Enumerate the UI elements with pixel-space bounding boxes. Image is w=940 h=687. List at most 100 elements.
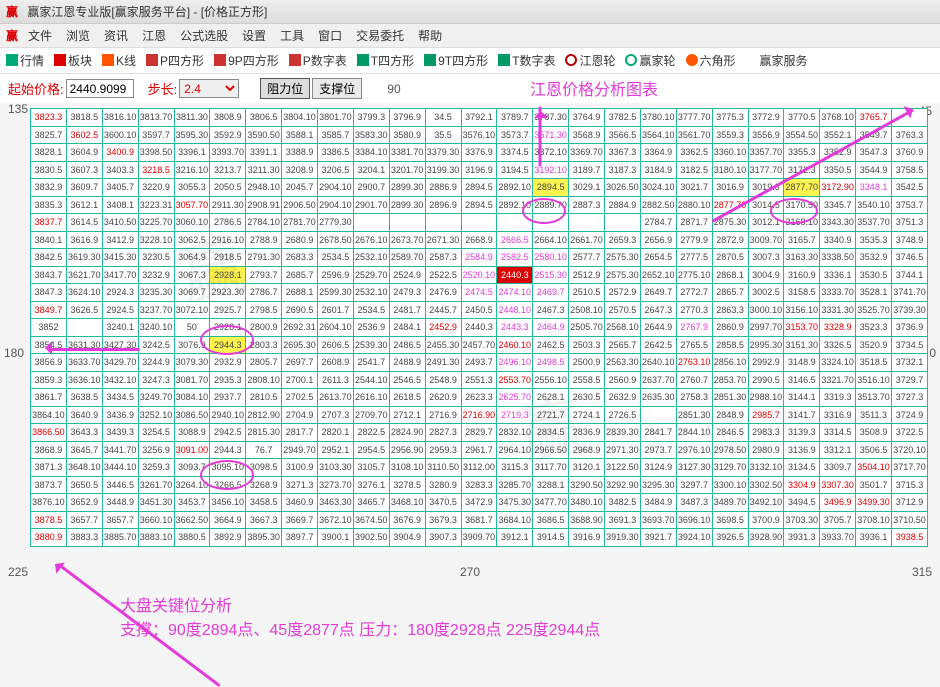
grid-cell: 2952.1 (318, 441, 354, 459)
grid-cell: 3813.70 (138, 109, 174, 127)
grid-row: 3840.13616.93412.93228.103062.52916.1027… (31, 231, 928, 249)
grid-cell: 3120.1 (569, 459, 605, 477)
menu-item-8[interactable]: 交易委托 (356, 29, 404, 43)
grid-cell: 3662.50 (174, 511, 210, 529)
grid-cell: 3753.7 (892, 196, 928, 214)
grid-cell: 3780.10 (640, 109, 676, 127)
step-select[interactable]: 2.4 (179, 79, 239, 98)
grid-cell: 3472.9 (461, 494, 497, 512)
toolbar-label: P四方形 (160, 52, 204, 69)
grid-cell: 3501.7 (856, 476, 892, 494)
grid-row: 3856.93633.703429.703244.93079.302932.92… (31, 354, 928, 372)
toolbar-item-4[interactable]: 9P四方形 (214, 52, 279, 69)
grid-cell: 3921.7 (640, 529, 676, 547)
controls-row: 起始价格: 步长: 2.4 阻力位 支撑位 90 江恩价格分析图表 (0, 74, 940, 103)
toolbar-item-12[interactable]: 赢家服务 (746, 52, 808, 69)
grid-cell: 3374.5 (497, 144, 533, 162)
resistance-button[interactable]: 阻力位 (260, 78, 310, 99)
grid-cell: 3624.10 (66, 284, 102, 302)
toolbar-item-8[interactable]: T数字表 (498, 52, 555, 69)
toolbar-item-10[interactable]: 赢家轮 (625, 52, 675, 69)
grid-cell: 3312.1 (820, 441, 856, 459)
grid-cell: 3835.3 (31, 196, 67, 214)
grid-cell (569, 214, 605, 232)
toolbar-item-1[interactable]: 板块 (54, 52, 92, 69)
grid-cell: 2508.10 (569, 301, 605, 319)
toolbar-item-6[interactable]: T四方形 (357, 52, 414, 69)
grid-cell: 3384.10 (353, 144, 389, 162)
grid-cell: 3830.5 (31, 161, 67, 179)
grid-cell: 3252.10 (138, 406, 174, 424)
grid-cell: 3321.70 (820, 371, 856, 389)
grid-cell: 3350.5 (820, 161, 856, 179)
grid-cell: 2050.5 (210, 179, 246, 197)
grid-cell: 2683.3 (282, 249, 318, 267)
menu-item-4[interactable]: 公式选股 (180, 29, 228, 43)
grid-cell: 3280.9 (425, 476, 461, 494)
grid-cell: 3729.7 (892, 371, 928, 389)
grid-cell: 3672.10 (318, 511, 354, 529)
grid-cell: 3415.30 (102, 249, 138, 267)
grid-cell: 3295.30 (640, 476, 676, 494)
grid-cell: 3590.50 (246, 126, 282, 144)
toolbar-item-2[interactable]: K线 (102, 52, 136, 69)
grid-cell: 3108.10 (389, 459, 425, 477)
grid-cell: 2892.10 (497, 196, 533, 214)
grid-cell: 2880.10 (676, 196, 712, 214)
grid-row: 3837.73614.53410.503225.703060.102786.52… (31, 214, 928, 232)
grid-cell: 3799.3 (353, 109, 389, 127)
grid-row: 3859.33636.103432.103247.33081.702935.32… (31, 371, 928, 389)
axis-315: 315 (912, 565, 932, 579)
grid-cell: 3465.7 (353, 494, 389, 512)
menu-item-3[interactable]: 江恩 (142, 29, 166, 43)
grid-cell: 2858.5 (712, 336, 748, 354)
grid-cell: 2899.30 (389, 196, 425, 214)
grid-cell: 3278.5 (389, 476, 425, 494)
grid-cell: 2515.30 (533, 266, 569, 284)
grid-cell: 2488.9 (389, 354, 425, 372)
menu-item-2[interactable]: 资讯 (104, 29, 128, 43)
toolbar-item-0[interactable]: 行情 (6, 52, 44, 69)
grid-cell: 3244.9 (138, 354, 174, 372)
grid-cell: 2481.7 (389, 301, 425, 319)
grid-cell: 2772.7 (676, 284, 712, 302)
grid-cell: 2935.3 (210, 371, 246, 389)
toolbar-item-9[interactable]: 江恩轮 (565, 52, 615, 69)
toolbar-item-7[interactable]: 9T四方形 (424, 52, 488, 69)
grid-cell: 3141.7 (784, 406, 820, 424)
grid-cell: 3789.7 (497, 109, 533, 127)
menu-item-7[interactable]: 窗口 (318, 29, 342, 43)
toolbar-item-3[interactable]: P四方形 (146, 52, 204, 69)
menu-item-5[interactable]: 设置 (242, 29, 266, 43)
grid-cell: 2822.5 (353, 424, 389, 442)
menu-item-6[interactable]: 工具 (280, 29, 304, 43)
menu-item-1[interactable]: 浏览 (66, 29, 90, 43)
grid-cell: 3664.9 (210, 511, 246, 529)
app-icon: 赢 (6, 5, 18, 19)
grid-cell: 3460.9 (282, 494, 318, 512)
grid-cell: 2925.7 (210, 301, 246, 319)
grid-cell: 3124.9 (640, 459, 676, 477)
toolbar-item-11[interactable]: 六角形 (686, 52, 736, 69)
start-price-input[interactable] (66, 79, 134, 98)
chart-title: 江恩价格分析图表 (530, 76, 658, 100)
grid-cell: 3367.3 (605, 144, 641, 162)
grid-cell: 3914.5 (533, 529, 569, 547)
grid-row: 3849.73626.52924.53237.703072.102925.727… (31, 301, 928, 319)
axis-90: 90 (387, 82, 400, 96)
grid-cell: 2900.7 (353, 179, 389, 197)
grid-cell: 2968.9 (569, 441, 605, 459)
grid-cell: 2904.10 (318, 196, 354, 214)
toolbar-item-5[interactable]: P数字表 (289, 52, 347, 69)
axis-180: 180 (4, 346, 24, 360)
footer-analysis: 大盘关键位分析 支撑：90度2894点、45度2877点 压力：180度2928… (120, 595, 600, 643)
grid-cell: 3741.70 (892, 284, 928, 302)
support-button[interactable]: 支撑位 (312, 78, 362, 99)
grid-cell: 3139.3 (784, 424, 820, 442)
menu-item-0[interactable]: 文件 (28, 29, 52, 43)
grid-cell: 3674.50 (353, 511, 389, 529)
menu-item-9[interactable]: 帮助 (418, 29, 442, 43)
grid-cell: 3007.3 (748, 249, 784, 267)
grid-cell: 2522.5 (425, 266, 461, 284)
grid-cell: 3806.5 (246, 109, 282, 127)
